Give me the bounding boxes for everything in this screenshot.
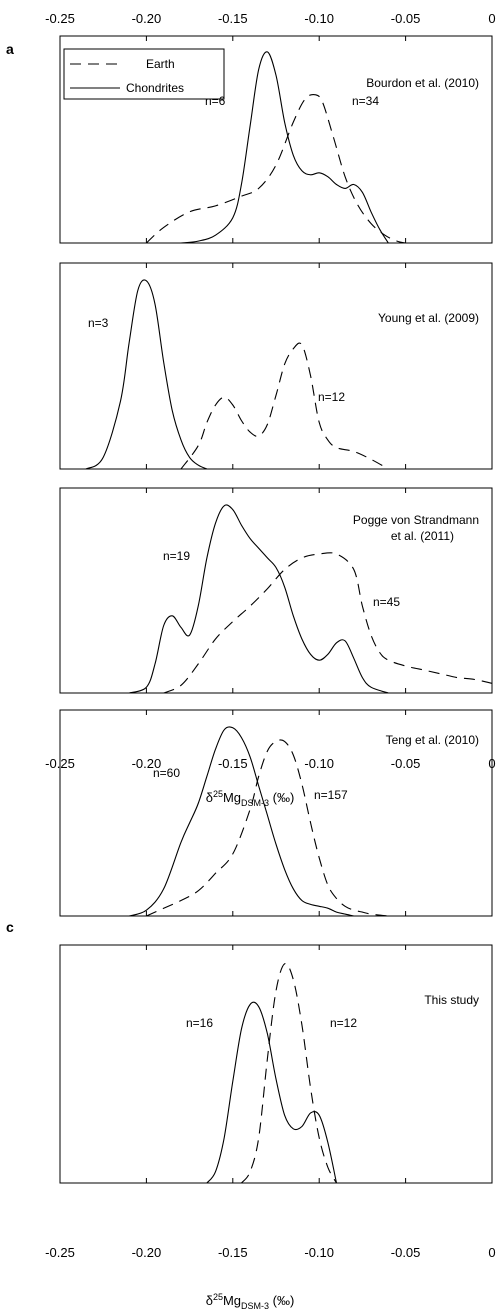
- panel-title: Young et al. (2009): [378, 311, 479, 325]
- earth-count-label: n=12: [318, 390, 345, 404]
- plot-frame: [59, 262, 493, 470]
- chondrites-curve: [206, 1001, 338, 1183]
- legend-chondrites-label: Chondrites: [126, 81, 184, 95]
- earth-curve: [146, 93, 406, 243]
- chondrites-curve: [180, 51, 389, 243]
- x-tick-label-bottom: -0.25: [45, 756, 75, 771]
- legend-earth-label: Earth: [146, 57, 175, 71]
- chondrites-count-label: n=3: [88, 316, 109, 330]
- panel-title: Pogge von Strandmann et al. (2011): [353, 513, 479, 543]
- x-tick-label-bottom: -0.25: [45, 1245, 75, 1260]
- x-tick-label-bottom: -0.15: [218, 1245, 248, 1260]
- x-tick-label-bottom: -0.05: [391, 756, 421, 771]
- panel-2: Young et al. (2009) n=3 n=12: [59, 262, 493, 470]
- plot-frame: [59, 944, 493, 1184]
- x-axis-title-a: δ25MgDSM-3 (‰): [206, 789, 295, 808]
- legend: Earth Chondrites: [63, 48, 225, 100]
- x-tick-label-top: -0.05: [391, 11, 421, 26]
- x-tick-label-top: 0: [488, 11, 495, 26]
- earth-curve: [146, 739, 389, 916]
- x-tick-label-top: -0.25: [45, 11, 75, 26]
- panel-label-a: a: [6, 41, 14, 57]
- plot-frame: [59, 487, 493, 694]
- panel-3: Pogge von Strandmann et al. (2011) n=19 n=4…: [59, 487, 493, 694]
- x-tick-label-bottom: -0.10: [304, 1245, 334, 1260]
- x-tick-label-bottom: -0.10: [304, 756, 334, 771]
- legend-box: [63, 48, 225, 100]
- earth-curve: [180, 342, 389, 469]
- panels: -0.25 -0.20 -0.15 -0.10 -0.05 0 Bourdon et al.…: [45, 11, 495, 1260]
- panel-title: This study: [424, 993, 479, 1007]
- panel-title: Teng et al. (2010): [386, 733, 479, 747]
- panel-1: -0.25 -0.20 -0.15 -0.10 -0.05 0 Bourdon et al.…: [45, 11, 496, 244]
- earth-curve: [240, 962, 337, 1183]
- x-tick-label-bottom: -0.20: [132, 1245, 162, 1260]
- earth-count-label: n=45: [373, 595, 400, 609]
- x-tick-label-bottom: -0.20: [132, 756, 162, 771]
- x-tick-label-bottom: -0.15: [218, 756, 248, 771]
- earth-count-label: n=12: [330, 1016, 357, 1030]
- chondrites-count-label: n=16: [186, 1016, 213, 1030]
- chondrites-curve: [85, 279, 208, 469]
- x-tick-label-bottom: 0: [488, 1245, 495, 1260]
- x-tick-label-top: -0.20: [132, 11, 162, 26]
- earth-count-label: n=34: [352, 94, 379, 108]
- x-tick-label-bottom: -0.05: [391, 1245, 421, 1260]
- x-tick-label-top: -0.15: [218, 11, 248, 26]
- plot-frame: [59, 709, 493, 917]
- x-tick-label-top: -0.10: [304, 11, 334, 26]
- x-axis-title-c: δ25MgDSM-3 (‰): [206, 1292, 295, 1311]
- plot-frame: [59, 35, 493, 244]
- x-tick-label-bottom: 0: [488, 756, 495, 771]
- chondrites-count-label: n=60: [153, 766, 180, 780]
- earth-curve: [163, 552, 492, 693]
- panel-title: Bourdon et al. (2010): [366, 76, 479, 90]
- panel-4: -0.25 -0.20 -0.15 -0.10 -0.05 0 Teng et al. (2…: [45, 709, 496, 917]
- chondrites-count-label: n=19: [163, 549, 190, 563]
- panel-5: -0.25 -0.20 -0.15 -0.10 -0.05 0 This study n=16…: [45, 944, 496, 1260]
- chondrites-count-label: n=6: [205, 94, 226, 108]
- chondrites-curve: [128, 504, 389, 693]
- chondrites-curve: [128, 726, 354, 916]
- panel-label-c: c: [6, 919, 14, 935]
- earth-count-label: n=157: [314, 788, 348, 802]
